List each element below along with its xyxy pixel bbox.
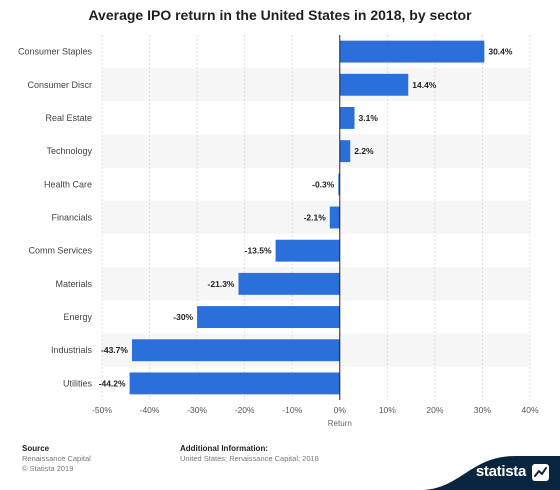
statista-logo-text: statista [476, 463, 526, 480]
info-text: United States; Renaissance Capital; 2018 [180, 454, 319, 464]
info-heading: Additional Information: [180, 444, 268, 453]
source-line-2: © Statista 2019 [22, 464, 73, 474]
bar [132, 339, 340, 361]
data-label: -21.3% [208, 279, 235, 289]
x-tick-label: 0% [334, 405, 347, 415]
statista-logo-icon [532, 464, 549, 481]
category-label: Financials [51, 213, 92, 223]
x-tick-label: 20% [426, 405, 443, 415]
category-label: Energy [63, 312, 92, 322]
category-label: Industrials [51, 345, 93, 355]
bar [340, 140, 350, 162]
bar [340, 107, 355, 129]
x-tick-labels: -50% -40% -30% -20% -10% 0% 10% 20% 30% 40% [92, 405, 539, 415]
x-axis-title: Return [328, 419, 352, 428]
category-label: Consumer Staples [18, 47, 93, 57]
data-label: -13.5% [245, 246, 272, 256]
x-tick-label: 30% [474, 405, 491, 415]
category-label: Consumer Discr [27, 80, 92, 90]
row-band [102, 68, 530, 101]
source-heading: Source [22, 444, 49, 453]
bar [340, 41, 485, 63]
x-tick-label: -20% [235, 405, 255, 415]
footer: Source Renaissance Capital © Statista 20… [0, 440, 560, 490]
bar [276, 240, 340, 262]
category-label: Technology [46, 146, 92, 156]
x-tick-label: 10% [379, 405, 396, 415]
x-tick-label: -40% [140, 405, 160, 415]
data-label: 30.4% [488, 47, 513, 57]
category-label: Comm Services [28, 246, 92, 256]
bar-chart: Consumer Staples Consumer Discr Real Estat… [0, 0, 560, 440]
data-label: 2.2% [354, 146, 374, 156]
category-label: Real Estate [45, 113, 92, 123]
data-label: -2.1% [304, 213, 327, 223]
x-tick-label: 40% [521, 405, 538, 415]
data-label: -43.7% [101, 345, 128, 355]
x-tick-label: -30% [187, 405, 207, 415]
source-line-1: Renaissance Capital [22, 454, 91, 464]
bar [340, 74, 408, 96]
x-tick-label: -10% [282, 405, 302, 415]
category-label: Materials [55, 279, 92, 289]
data-label: 14.4% [412, 80, 437, 90]
row-band [102, 135, 530, 168]
bar [130, 372, 340, 394]
data-label: -30% [173, 312, 193, 322]
category-labels: Consumer Staples Consumer Discr Real Estat… [18, 47, 93, 389]
bar [197, 306, 340, 328]
data-label: -44.2% [99, 378, 126, 388]
bar [238, 273, 339, 295]
category-label: Utilities [63, 378, 93, 388]
x-tick-label: -50% [92, 405, 112, 415]
category-label: Health Care [44, 179, 92, 189]
bar [330, 207, 340, 229]
data-label: 3.1% [359, 113, 379, 123]
data-label: -0.3% [312, 179, 335, 189]
